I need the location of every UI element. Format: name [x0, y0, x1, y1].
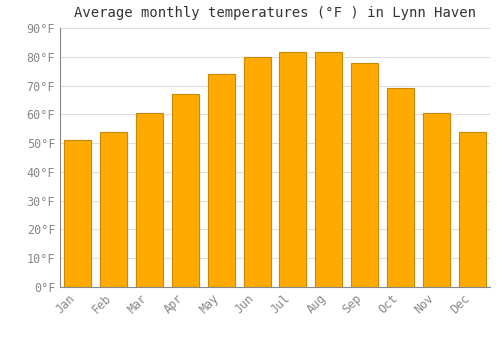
Bar — [244, 57, 270, 287]
Bar — [423, 113, 450, 287]
Bar — [280, 52, 306, 287]
Bar — [458, 132, 485, 287]
Bar — [208, 74, 234, 287]
Bar — [351, 63, 378, 287]
Bar — [100, 132, 127, 287]
Bar — [316, 52, 342, 287]
Bar — [64, 140, 92, 287]
Bar — [172, 94, 199, 287]
Title: Average monthly temperatures (°F ) in Lynn Haven: Average monthly temperatures (°F ) in Ly… — [74, 6, 476, 20]
Bar — [136, 113, 163, 287]
Bar — [387, 89, 414, 287]
